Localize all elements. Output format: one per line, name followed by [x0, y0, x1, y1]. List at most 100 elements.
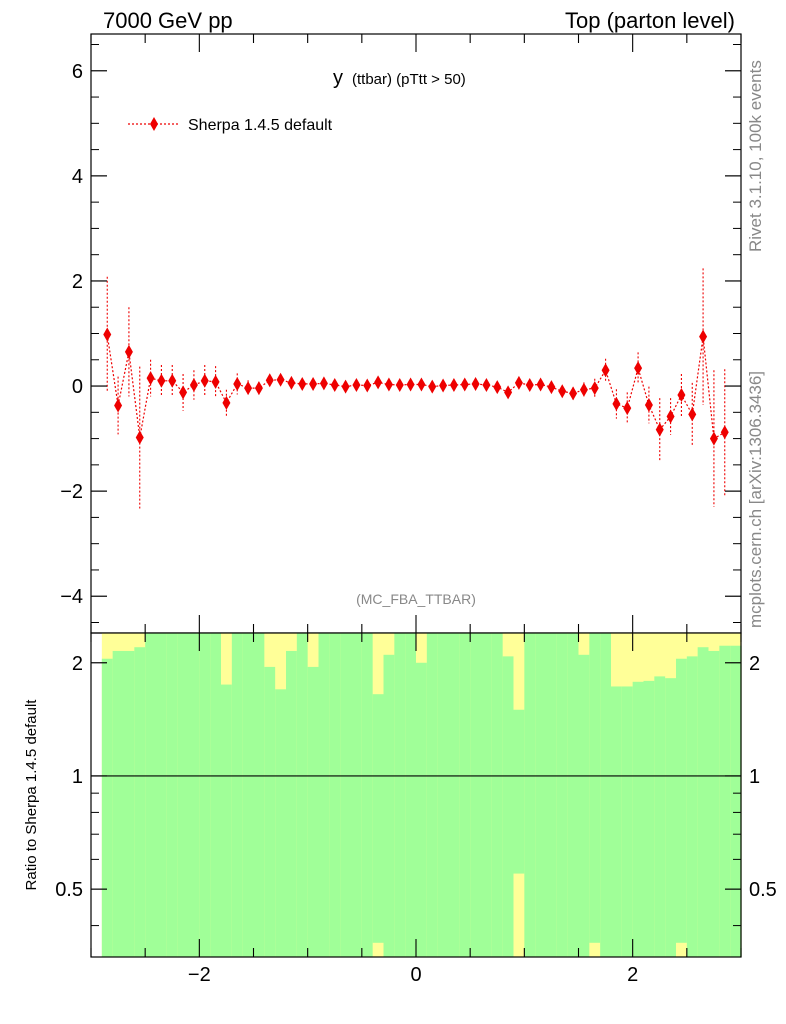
ratio-inner-band — [654, 676, 666, 957]
data-point — [417, 377, 426, 392]
ratio-inner-band — [578, 654, 590, 957]
ratio-inner-band — [210, 633, 222, 957]
ratio-y-tick-label: 0.5 — [55, 879, 83, 901]
legend: Sherpa 1.4.5 default — [128, 117, 333, 134]
ratio-y-tick-label-right: 2 — [749, 653, 760, 675]
ratio-inner-band — [264, 666, 276, 957]
data-point — [558, 384, 567, 399]
data-point — [222, 395, 231, 410]
ratio-inner-band — [394, 633, 406, 957]
ratio-inner-band — [524, 633, 536, 957]
data-point — [547, 380, 556, 395]
ratio-inner-band — [708, 650, 720, 957]
series-line — [106, 334, 726, 440]
legend-marker — [150, 117, 158, 131]
data-point — [265, 373, 274, 388]
header-left: 7000 GeV pp — [103, 8, 233, 33]
data-point — [254, 381, 263, 396]
plot-title-main: y — [333, 67, 343, 89]
ratio-inner-band — [546, 633, 558, 957]
ratio-inner-band — [632, 681, 645, 957]
data-point — [709, 431, 718, 446]
ratio-inner-band — [101, 658, 114, 957]
ratio-inner-band — [405, 633, 417, 957]
ratio-inner-band — [697, 647, 710, 957]
data-point — [103, 327, 112, 342]
data-point — [374, 375, 383, 390]
header-right: Top (parton level) — [565, 8, 735, 33]
data-point — [395, 377, 404, 392]
data-point — [536, 377, 545, 392]
ratio-x-tick-label: 2 — [627, 964, 638, 986]
data-point — [244, 381, 253, 396]
ratio-y-axis: 0.5 0.5 1 1 2 2 — [55, 653, 777, 927]
data-point — [276, 372, 285, 387]
ratio-inner-band — [199, 633, 211, 957]
data-points — [103, 327, 729, 446]
main-y-tick-label: 0 — [72, 376, 83, 398]
main-y-tick-label: −4 — [60, 586, 83, 608]
ratio-frame — [90, 632, 742, 958]
data-point — [341, 379, 350, 394]
ratio-inner-band — [318, 633, 330, 957]
ratio-inner-band — [253, 633, 265, 957]
rivet-label: Rivet 3.1.10, 100k events — [746, 60, 765, 252]
ratio-inner-band — [112, 650, 125, 957]
ratio-inner-band — [307, 666, 320, 957]
ratio-y-label: Ratio to Sherpa 1.4.5 default — [23, 699, 40, 891]
data-point — [114, 398, 123, 413]
data-point — [146, 371, 155, 386]
ratio-plot: 0.5 0.5 1 1 2 2 −2 0 2 Ratio to Sherpa 1.4.5 de… — [23, 632, 777, 986]
ratio-inner-band — [231, 633, 244, 957]
ratio-inner-band — [676, 658, 688, 943]
main-y-tick-label: 6 — [72, 61, 83, 83]
data-point — [211, 374, 220, 389]
data-point — [233, 376, 242, 391]
data-point — [644, 397, 653, 412]
ratio-inner-band — [730, 645, 742, 957]
data-point — [655, 422, 664, 437]
ratio-inner-band — [145, 633, 157, 957]
data-point — [168, 373, 177, 388]
ratio-inner-band — [621, 686, 634, 957]
ratio-inner-band — [611, 686, 623, 957]
ratio-inner-band — [502, 656, 515, 957]
ratio-x-tick-label: 0 — [410, 964, 421, 986]
main-y-tick-label: −2 — [60, 481, 83, 503]
data-point — [493, 380, 502, 395]
data-point — [460, 377, 469, 392]
data-point — [428, 379, 437, 394]
analysis-watermark: (MC_FBA_TTBAR) — [356, 591, 476, 607]
ratio-inner-band — [416, 662, 428, 957]
data-point — [590, 381, 599, 396]
ratio-inner-band — [188, 633, 200, 957]
ratio-inner-band — [567, 633, 580, 957]
ratio-inner-band — [166, 633, 179, 957]
data-point — [525, 377, 534, 392]
ratio-inner-band — [589, 633, 601, 943]
ratio-inner-band — [156, 633, 168, 957]
ratio-inner-band — [513, 709, 525, 874]
data-point — [330, 377, 339, 392]
ratio-inner-band — [481, 633, 493, 957]
ratio-x-tick-label: −2 — [188, 964, 211, 986]
data-point — [634, 361, 643, 376]
ratio-inner-band — [286, 650, 298, 957]
data-point — [504, 385, 513, 400]
ratio-inner-band — [719, 645, 731, 957]
ratio-inner-band — [275, 689, 287, 957]
ratio-y-tick-label: 1 — [72, 766, 83, 788]
ratio-inner-band — [361, 633, 374, 957]
ratio-x-axis: −2 0 2 — [90, 633, 742, 986]
ratio-inner-band — [134, 647, 146, 957]
legend-entry-0: Sherpa 1.4.5 default — [188, 117, 333, 134]
data-point — [439, 378, 448, 393]
ratio-inner-band — [221, 684, 233, 957]
ratio-y-tick-label-right: 0.5 — [749, 879, 777, 901]
ratio-y-tick-label: 2 — [72, 653, 83, 675]
main-y-axis: −4 −2 0 2 4 6 — [60, 44, 741, 623]
data-point — [406, 377, 415, 392]
ratio-inner-band — [600, 633, 612, 957]
ratio-y-tick-label-right: 1 — [749, 766, 760, 788]
